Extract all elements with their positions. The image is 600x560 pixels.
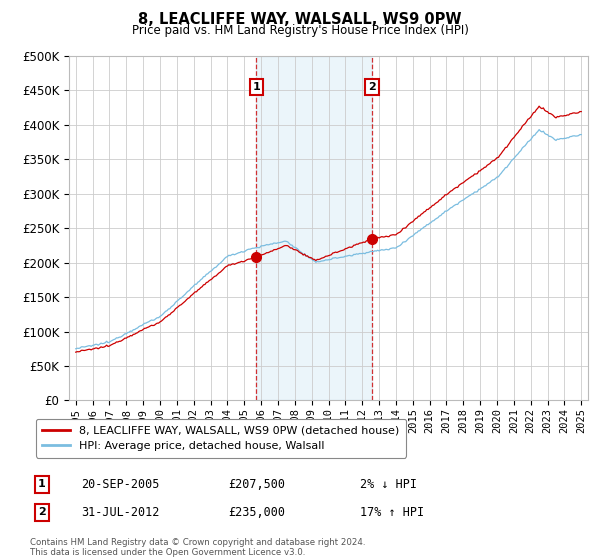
Text: 2: 2 (38, 507, 46, 517)
Text: 31-JUL-2012: 31-JUL-2012 (81, 506, 160, 519)
Text: £235,000: £235,000 (228, 506, 285, 519)
Text: 17% ↑ HPI: 17% ↑ HPI (360, 506, 424, 519)
Text: 20-SEP-2005: 20-SEP-2005 (81, 478, 160, 491)
Bar (256, 56, 372, 400)
Text: 2: 2 (368, 82, 376, 92)
Text: Contains HM Land Registry data © Crown copyright and database right 2024.
This d: Contains HM Land Registry data © Crown c… (30, 538, 365, 557)
Text: £207,500: £207,500 (228, 478, 285, 491)
Text: 1: 1 (38, 479, 46, 489)
Text: 2% ↓ HPI: 2% ↓ HPI (360, 478, 417, 491)
Text: 1: 1 (253, 82, 260, 92)
Legend: 8, LEACLIFFE WAY, WALSALL, WS9 0PW (detached house), HPI: Average price, detache: 8, LEACLIFFE WAY, WALSALL, WS9 0PW (deta… (35, 419, 406, 458)
Text: Price paid vs. HM Land Registry's House Price Index (HPI): Price paid vs. HM Land Registry's House … (131, 24, 469, 36)
Text: 8, LEACLIFFE WAY, WALSALL, WS9 0PW: 8, LEACLIFFE WAY, WALSALL, WS9 0PW (138, 12, 462, 27)
